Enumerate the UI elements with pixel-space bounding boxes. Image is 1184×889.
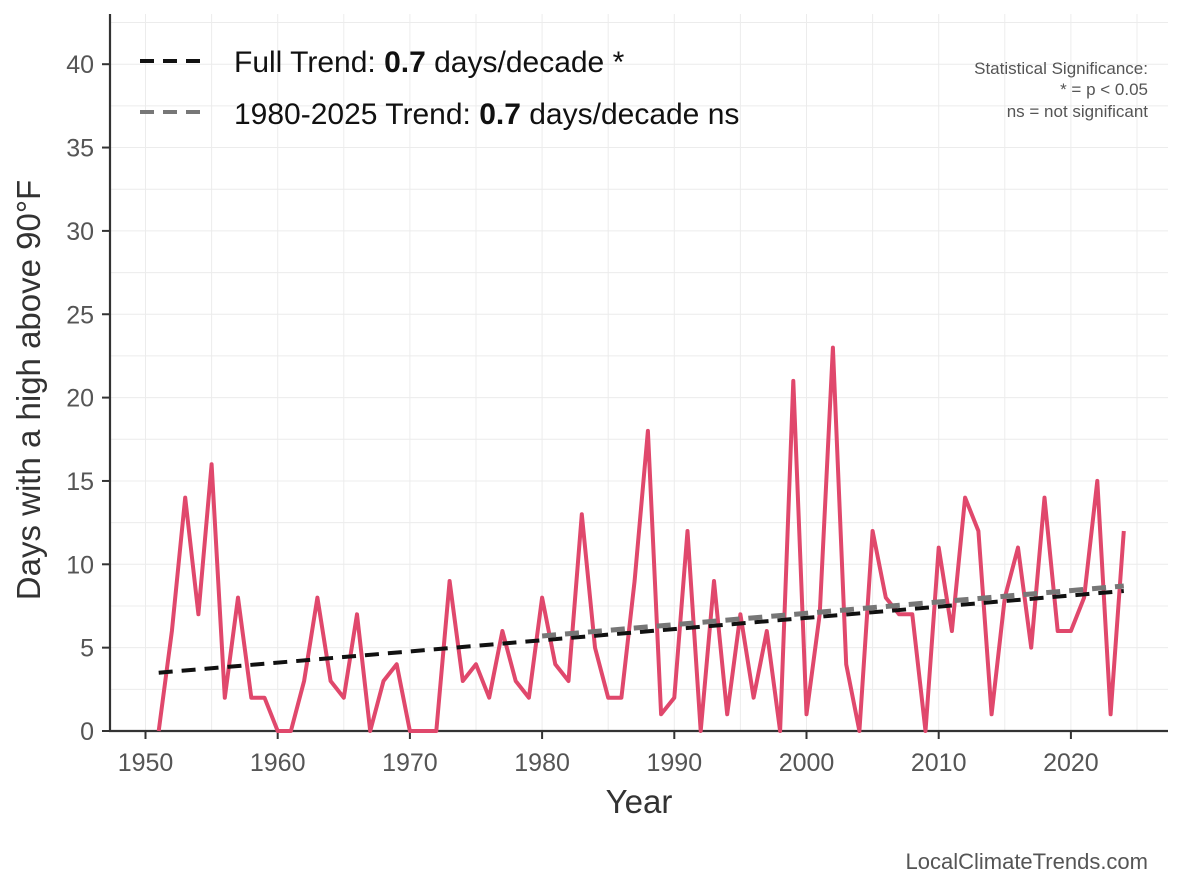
x-tick-label: 2000: [779, 749, 835, 777]
y-axis-ticks: 0 5 10 15 20 25 30 35 40: [66, 51, 110, 746]
legend-suffix-full-trend: days/decade *: [426, 46, 625, 79]
y-tick-label: 30: [66, 218, 94, 246]
credit-text: LocalClimateTrends.com: [906, 849, 1149, 874]
trend-line-full: [158, 589, 1124, 675]
x-tick-label: 2010: [911, 749, 967, 777]
y-tick-label: 20: [66, 385, 94, 413]
legend: Full Trend: 0.7 days/decade * 1980-2025 …: [140, 46, 739, 131]
y-tick-label: 15: [66, 468, 94, 496]
legend-prefix-recent-trend: 1980-2025 Trend:: [234, 98, 479, 131]
series-group: [156, 345, 1126, 733]
series-line-days-above-90f: [156, 345, 1126, 733]
y-tick-label: 25: [66, 301, 94, 329]
x-tick-label: 1950: [118, 749, 174, 777]
y-tick-label: 10: [66, 551, 94, 579]
x-axis-title: Year: [606, 783, 673, 820]
x-tick-label: 1970: [382, 749, 438, 777]
legend-value-recent-trend: 0.7: [479, 98, 521, 131]
y-tick-label: 5: [80, 635, 94, 663]
legend-label-full-trend: Full Trend: 0.7 days/decade *: [234, 46, 625, 79]
y-tick-label: 35: [66, 135, 94, 163]
x-tick-label: 1990: [646, 749, 702, 777]
significance-note-ns: ns = not significant: [1007, 102, 1149, 121]
x-axis-ticks: 1950 1960 1970 1980 1990 2000 2010 2020: [118, 731, 1099, 777]
x-tick-label: 1960: [250, 749, 306, 777]
legend-value-full-trend: 0.7: [384, 46, 426, 79]
x-tick-label: 1980: [514, 749, 570, 777]
y-tick-label: 0: [80, 718, 94, 746]
legend-prefix-full-trend: Full Trend:: [234, 46, 384, 79]
significance-note: Statistical Significance: * = p < 0.05 n…: [974, 59, 1148, 121]
legend-suffix-recent-trend: days/decade ns: [521, 98, 739, 131]
trend-line-1980-2025: [541, 583, 1125, 639]
significance-note-star: * = p < 0.05: [1060, 80, 1148, 99]
y-tick-label: 40: [66, 51, 94, 79]
x-tick-label: 2020: [1043, 749, 1099, 777]
y-axis-title: Days with a high above 90°F: [10, 180, 47, 600]
grid-lines: [110, 14, 1168, 732]
significance-note-title: Statistical Significance:: [974, 59, 1148, 78]
legend-label-recent-trend: 1980-2025 Trend: 0.7 days/decade ns: [234, 98, 739, 131]
